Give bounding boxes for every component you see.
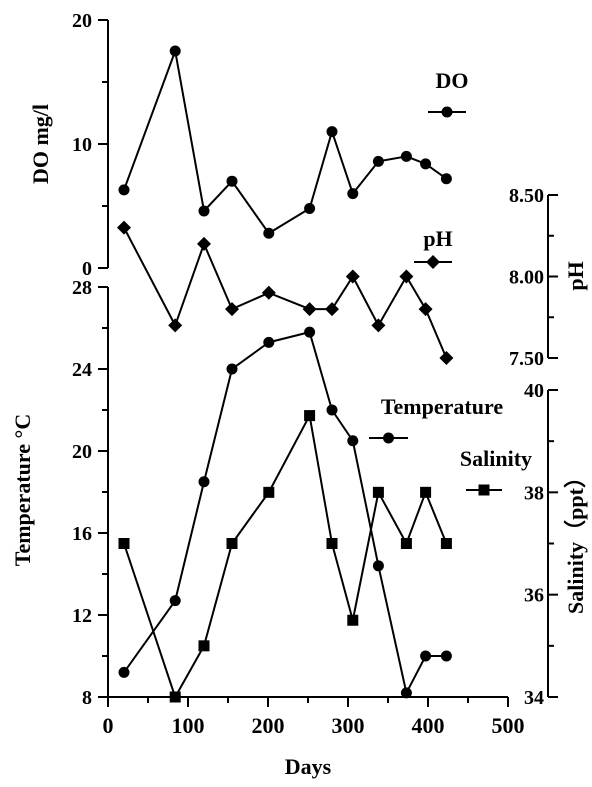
temperature-data-point xyxy=(400,687,412,699)
ph-data-point xyxy=(325,302,339,317)
temperature-data-point xyxy=(420,650,432,662)
ph-data-point xyxy=(439,351,454,365)
temperature-data-point xyxy=(169,595,181,607)
do-data-point xyxy=(400,150,412,162)
legend-salinity-marker xyxy=(478,484,490,496)
legend-temperature-label: Temperature xyxy=(381,394,503,419)
legend-do-label: DO xyxy=(436,68,469,93)
ph-data-point xyxy=(197,236,211,251)
temperature-data-point xyxy=(226,363,238,375)
do-data-point xyxy=(263,227,275,239)
temperature-series-line xyxy=(123,330,447,696)
temperature-tick-label: 24 xyxy=(72,359,92,381)
salinity-tick-label: 38 xyxy=(524,482,544,504)
legend-do-marker xyxy=(441,106,453,118)
x-tick-label: 400 xyxy=(412,713,445,738)
do-tick-label: 0 xyxy=(82,258,92,280)
do-data-point xyxy=(304,202,316,214)
legend-temperature-marker xyxy=(383,432,394,444)
temperature-tick-label: 16 xyxy=(72,523,92,545)
legend-ph-marker xyxy=(426,255,440,269)
do-data-point xyxy=(198,205,210,217)
salinity-axis-title: Salinity（ppt） xyxy=(563,466,588,614)
ph-data-point xyxy=(261,285,276,300)
salinity-data-point xyxy=(420,486,432,498)
salinity-data-point xyxy=(198,640,210,652)
do-data-point xyxy=(226,175,238,187)
x-tick-label: 200 xyxy=(252,713,285,738)
ph-series-line xyxy=(123,227,448,359)
do-data-point xyxy=(420,158,432,170)
ph-tick-label: 8.50 xyxy=(509,185,544,207)
temperature-data-point xyxy=(304,326,316,338)
x-axis-title: Days xyxy=(285,754,332,779)
do-tick-label: 20 xyxy=(72,10,92,32)
do-data-point xyxy=(326,126,338,138)
temperature-data-point xyxy=(198,476,210,488)
x-tick-label: 100 xyxy=(172,713,205,738)
temperature-data-point xyxy=(263,336,275,348)
legend-salinity-label: Salinity xyxy=(460,446,532,471)
salinity-tick-label: 36 xyxy=(524,585,544,607)
salinity-data-point xyxy=(226,538,238,549)
x-tick-label: 500 xyxy=(492,713,525,738)
ph-data-point xyxy=(399,269,414,284)
temperature-data-point xyxy=(347,435,359,447)
markers-layer xyxy=(117,45,454,703)
do-data-point xyxy=(372,155,384,167)
ph-axis-title: pH xyxy=(563,261,588,290)
temperature-tick-label: 8 xyxy=(82,687,92,709)
do-data-point xyxy=(118,184,130,196)
temperature-tick-label: 20 xyxy=(72,441,92,463)
temperature-data-point xyxy=(440,650,452,662)
do-data-point xyxy=(440,173,452,185)
x-tick-label: 300 xyxy=(332,713,365,738)
salinity-data-point xyxy=(372,486,384,498)
salinity-data-point xyxy=(326,538,338,549)
salinity-data-point xyxy=(347,614,359,626)
salinity-data-point xyxy=(304,410,316,422)
salinity-data-point xyxy=(440,538,452,549)
salinity-data-point xyxy=(118,538,130,549)
temperature-axis-title: Temperature °C xyxy=(10,414,35,566)
salinity-tick-label: 34 xyxy=(524,687,544,709)
ph-tick-label: 7.50 xyxy=(509,348,544,370)
x-tick-label: 0 xyxy=(103,713,114,738)
ph-data-point xyxy=(418,302,433,317)
temperature-data-point xyxy=(118,666,130,678)
temperature-data-point xyxy=(326,404,338,416)
ph-data-point xyxy=(168,318,183,333)
temperature-tick-label: 28 xyxy=(72,277,92,299)
do-axis-title: DO mg/l xyxy=(28,104,53,184)
ph-tick-label: 8.00 xyxy=(509,267,544,289)
legend-markers xyxy=(369,106,502,496)
ph-data-point xyxy=(117,220,131,235)
salinity-tick-label: 40 xyxy=(524,380,544,402)
ph-data-point xyxy=(225,302,239,317)
do-tick-label: 10 xyxy=(72,134,92,156)
salinity-data-point xyxy=(400,538,412,549)
salinity-data-point xyxy=(263,486,275,498)
ph-data-point xyxy=(302,302,317,317)
do-series-line xyxy=(123,47,447,235)
do-data-point xyxy=(347,188,359,200)
do-data-point xyxy=(169,45,181,57)
temperature-tick-label: 12 xyxy=(72,605,92,627)
temperature-data-point xyxy=(372,560,384,572)
legend-ph-label: pH xyxy=(423,226,452,251)
ph-data-point xyxy=(345,269,360,284)
salinity-series-line xyxy=(123,412,448,700)
ph-data-point xyxy=(371,318,386,333)
salinity-data-point xyxy=(169,691,181,703)
